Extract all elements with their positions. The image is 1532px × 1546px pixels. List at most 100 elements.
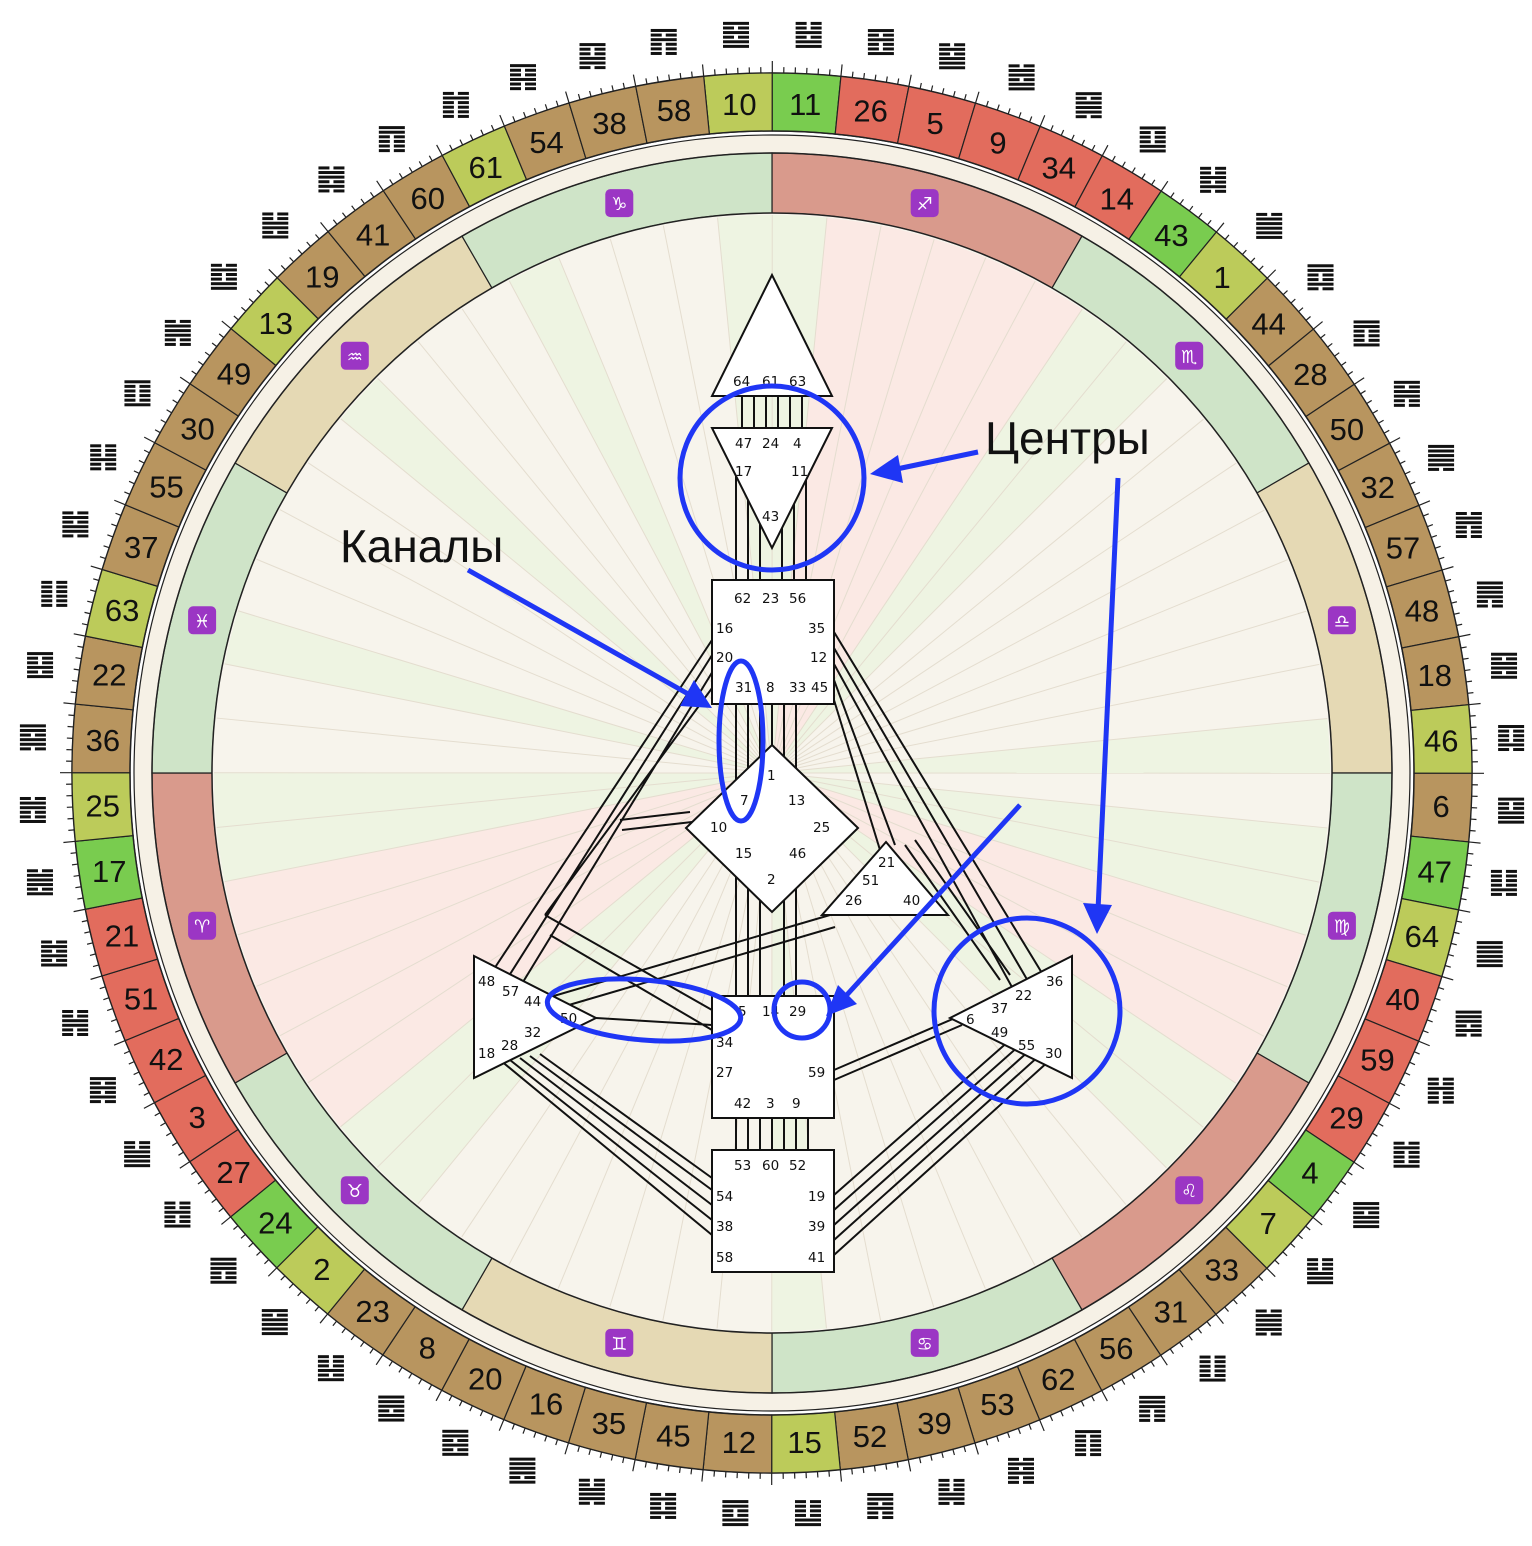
tick-mark (428, 1384, 433, 1391)
center-gate: 52 (789, 1158, 806, 1174)
tick-mark (204, 1189, 210, 1194)
hexagram-glyph (210, 263, 237, 290)
center-gate: 4 (793, 436, 802, 452)
tick-mark (701, 64, 705, 77)
gate-number: 47 (1417, 855, 1451, 890)
gate-spoke (224, 663, 773, 774)
tick-mark (75, 886, 82, 889)
tick-mark (533, 107, 538, 115)
arrowhead (826, 985, 857, 1016)
tick-mark (644, 1461, 647, 1468)
arrowhead (1083, 903, 1112, 934)
channels (487, 396, 1051, 1256)
tick-mark (1441, 566, 1454, 571)
gate-number: 17 (92, 854, 126, 889)
zodiac-sign-icon: ♋ (917, 1334, 933, 1355)
tick-mark (1327, 342, 1333, 348)
center-gate: 51 (862, 873, 879, 889)
tick-mark (1334, 352, 1340, 357)
tick-mark (320, 222, 329, 233)
tick-mark (1434, 545, 1441, 549)
gate-number: 32 (1361, 470, 1395, 505)
tick-mark (72, 679, 79, 682)
hexagram-glyph (1139, 126, 1166, 153)
hexagram-glyph (1393, 1141, 1420, 1168)
hexagram-glyph (578, 1478, 605, 1505)
tick-mark (1430, 534, 1438, 539)
hexagram-glyph (1455, 512, 1482, 539)
tick-mark (332, 219, 338, 225)
tick-mark (398, 1366, 403, 1373)
tick-mark (86, 942, 94, 945)
tick-mark (577, 1445, 581, 1452)
tick-mark (1465, 680, 1473, 683)
tick-mark (1160, 180, 1169, 192)
tick-mark (839, 1469, 843, 1482)
gate-wedge (377, 773, 772, 1205)
center-gate: 42 (734, 1096, 751, 1112)
tick-mark (165, 1132, 172, 1137)
gate-spoke (771, 378, 1168, 774)
tick-mark (1462, 886, 1469, 889)
tick-mark (1448, 589, 1455, 593)
hexagram-glyph (1256, 212, 1283, 239)
zodiac-sign-icon: ♎ (1334, 611, 1350, 632)
hexagram-glyph (318, 166, 345, 193)
tick-mark (1169, 1348, 1175, 1355)
tick-mark (1111, 155, 1116, 162)
tick-mark (428, 155, 433, 162)
gate-number: 14 (1099, 181, 1133, 216)
gate-spoke (256, 772, 773, 987)
hexagram-glyph (27, 652, 54, 679)
tick-mark (418, 161, 423, 167)
tick-mark (1215, 222, 1225, 233)
tick-mark (479, 1410, 484, 1417)
tick-mark (92, 964, 99, 968)
tick-mark (1366, 399, 1373, 405)
tick-mark (1170, 192, 1175, 198)
tick-mark (1378, 419, 1384, 424)
tick-mark (851, 1468, 853, 1475)
tick-mark (375, 1354, 384, 1366)
center-gate: 18 (478, 1046, 495, 1062)
center-gate: 1 (767, 768, 776, 784)
tick-mark (632, 74, 637, 87)
tick-mark (907, 1459, 912, 1472)
center-gate: 37 (991, 1001, 1008, 1017)
gate-number: 3 (189, 1100, 206, 1135)
gate-wedge (772, 281, 1083, 773)
gate-number: 34 (1041, 150, 1075, 185)
tick-mark (75, 657, 82, 660)
tick-mark (138, 459, 145, 464)
tick-mark (388, 1360, 393, 1367)
gate-number: 48 (1405, 593, 1439, 628)
gate-number: 41 (356, 218, 390, 253)
center-gate: 47 (735, 436, 752, 452)
center-gate: 58 (716, 1250, 733, 1266)
zodiac-badge (1327, 606, 1356, 635)
center-gate: 53 (734, 1158, 751, 1174)
center-gate: 2 (767, 872, 776, 888)
tick-mark (512, 116, 516, 123)
tick-mark (350, 1334, 356, 1341)
hexagram-glyph (1490, 869, 1517, 896)
hexagram-glyph (795, 21, 822, 48)
gate-number: 5 (926, 106, 943, 141)
hexagram-glyph (19, 796, 46, 823)
gate-wedge (772, 773, 1306, 987)
gate-number: 27 (216, 1155, 250, 1190)
tick-mark (1282, 290, 1288, 296)
tick-mark (1188, 205, 1194, 212)
tick-mark (221, 1216, 232, 1225)
tick-mark (1460, 646, 1467, 649)
tick-mark (113, 1040, 126, 1046)
tick-mark (577, 93, 581, 100)
hexagram-glyph (938, 1478, 965, 1505)
tick-mark (632, 1459, 636, 1472)
tick-mark (398, 172, 404, 179)
gate-number: 58 (657, 93, 691, 128)
tick-mark (668, 74, 671, 81)
tick-mark (1215, 1313, 1224, 1324)
tick-mark (1091, 144, 1096, 151)
